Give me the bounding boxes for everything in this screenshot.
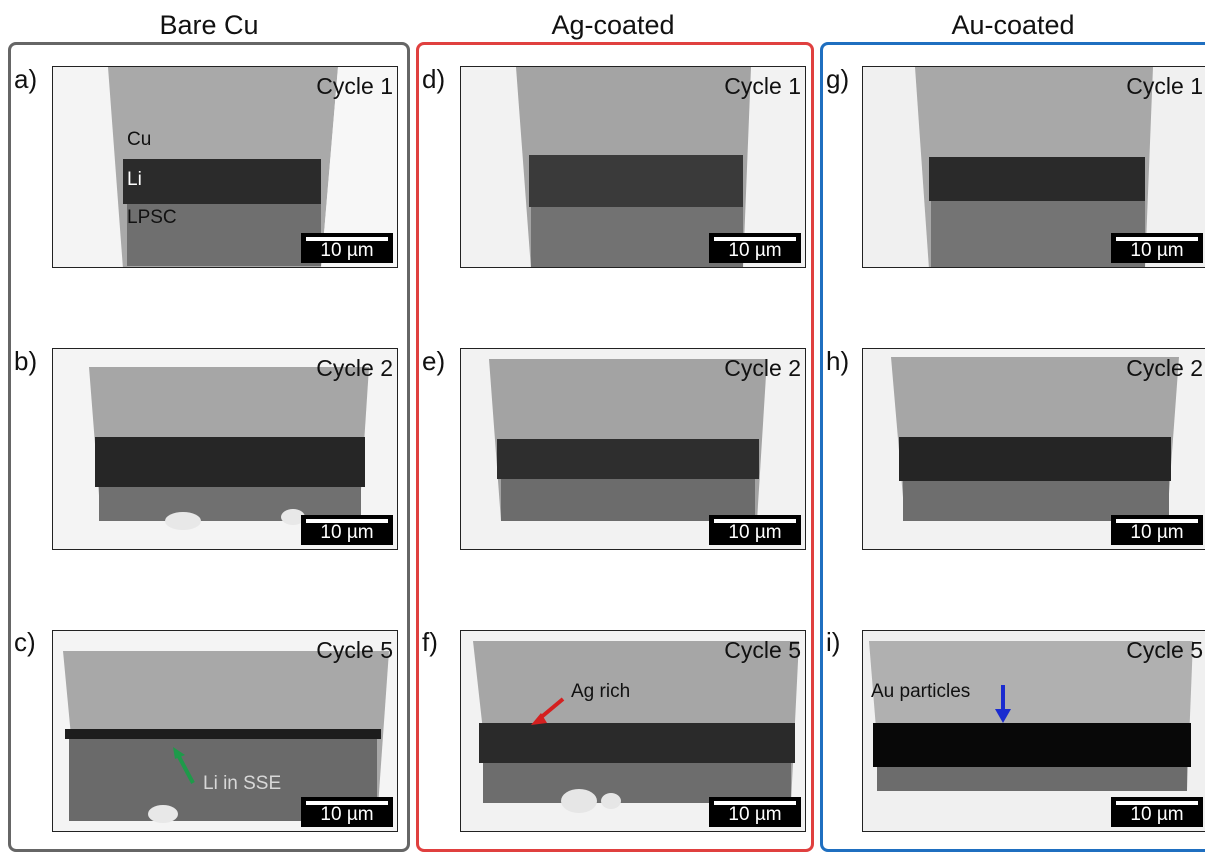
scale-text-e: 10 µm — [728, 522, 782, 543]
sem-image-c: Li in SSE Cycle 5 10 µm — [52, 630, 398, 832]
sem-image-e: Cycle 2 10 µm — [460, 348, 806, 550]
column-title-bare-cu: Bare Cu — [159, 10, 259, 40]
arrow-ag-rich — [537, 697, 565, 721]
panel-letter-g: g) — [826, 64, 850, 94]
cycle-label-d: Cycle 1 — [724, 73, 801, 99]
panel-letter-c: c) — [14, 627, 36, 657]
sem-image-g: Cycle 1 10 µm — [862, 66, 1205, 268]
panel-letter-e: e) — [422, 346, 446, 376]
cycle-label-e: Cycle 2 — [724, 355, 801, 381]
cycle-label-b: Cycle 2 — [316, 355, 393, 381]
panel-letter-b: b) — [14, 346, 38, 376]
label-lpsc: LPSC — [127, 207, 177, 228]
label-cu: Cu — [127, 129, 152, 150]
scale-text-g: 10 µm — [1130, 240, 1184, 261]
scale-bar-d: 10 µm — [709, 233, 801, 263]
scale-text-i: 10 µm — [1130, 804, 1184, 825]
scale-bar-f: 10 µm — [709, 797, 801, 827]
cycle-label-f: Cycle 5 — [724, 637, 801, 663]
cycle-label-i: Cycle 5 — [1126, 637, 1203, 663]
label-li: Li — [127, 169, 142, 190]
cycle-label-h: Cycle 2 — [1126, 355, 1203, 381]
scale-bar-c: 10 µm — [301, 797, 393, 827]
sem-image-i: Au particles Cycle 5 10 µm — [862, 630, 1205, 832]
scale-text-c: 10 µm — [320, 804, 374, 825]
sem-image-b: Cycle 2 10 µm — [52, 348, 398, 550]
sem-image-d: Cycle 1 10 µm — [460, 66, 806, 268]
label-au-particles: Au particles — [871, 681, 971, 702]
sem-image-f: Ag rich Cycle 5 10 µm — [460, 630, 806, 832]
scale-bar-e: 10 µm — [709, 515, 801, 545]
panel-letter-a: a) — [14, 64, 38, 94]
scale-bar-i: 10 µm — [1111, 797, 1203, 827]
label-li-in-sse: Li in SSE — [203, 773, 282, 794]
scale-text-b: 10 µm — [320, 522, 374, 543]
label-ag-rich: Ag rich — [571, 681, 631, 702]
sem-image-h: Cycle 2 10 µm — [862, 348, 1205, 550]
cycle-label-c: Cycle 5 — [316, 637, 393, 663]
scale-bar-a: 10 µm — [301, 233, 393, 263]
panel-letter-i: i) — [826, 627, 841, 657]
sem-cross-section-a — [53, 67, 397, 267]
cycle-label-a: Cycle 1 — [316, 73, 393, 99]
panel-letter-h: h) — [826, 346, 850, 376]
column-title-ag-coated: Ag-coated — [551, 10, 675, 40]
scale-bar-g: 10 µm — [1111, 233, 1203, 263]
scale-text-f: 10 µm — [728, 804, 782, 825]
column-title-au-coated: Au-coated — [951, 10, 1075, 40]
arrow-li-in-sse — [175, 752, 195, 784]
sem-cross-section-b — [53, 349, 397, 549]
scale-text-h: 10 µm — [1130, 522, 1184, 543]
scale-text-d: 10 µm — [728, 240, 782, 261]
scale-text-a: 10 µm — [320, 240, 374, 261]
cycle-label-g: Cycle 1 — [1126, 73, 1203, 99]
scale-bar-b: 10 µm — [301, 515, 393, 545]
scale-bar-h: 10 µm — [1111, 515, 1203, 545]
sem-image-a: Cu Li LPSC Cycle 1 10 µm — [52, 66, 398, 268]
panel-letter-f: f) — [422, 627, 438, 657]
panel-letter-d: d) — [422, 64, 446, 94]
sem-cross-section-g — [863, 67, 1205, 267]
